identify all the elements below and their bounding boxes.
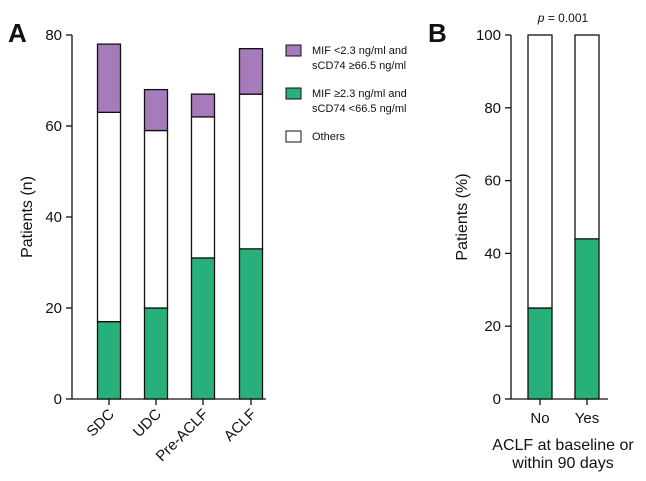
bar-segment-yes-others [574,34,600,240]
bar-segment-yes-mif-2-3-ng-ml-and-scd74-66-5-ng-ml [574,238,600,400]
x-tick-label: Yes [575,410,599,427]
y-tick-label: 100 [476,27,501,44]
bar-segment-aclf-mif-2-3-ng-ml-and-scd74-66-5-ng-ml [238,248,264,400]
x-axis-title: within 90 days [511,455,613,472]
p-value-annotation: p = 0.001 [537,11,589,25]
bar-segment-pre-aclf-mif-2-3-ng-ml-and-scd74-66-5-ng-ml [190,257,216,400]
legend-swatch-mif-2-3-ng-ml-and-scd74-66-5-ng-ml [285,87,302,100]
y-tick-label: 0 [493,391,501,408]
panel-a-letter: A [8,18,27,48]
y-tick-label: 0 [54,391,62,408]
panel-b-letter: B [428,18,447,48]
y-tick-label: 40 [45,209,62,226]
y-tick-label: 80 [484,100,501,117]
bar-segment-pre-aclf-mif-2-3-ng-ml-and-scd74-66-5-ng-ml [190,93,216,118]
y-axis-title: Patients (n) [19,176,36,258]
bar-segment-sdc-mif-2-3-ng-ml-and-scd74-66-5-ng-ml [96,320,122,400]
bar-segment-pre-aclf-others [190,116,216,259]
p-value-text: = 0.001 [544,11,588,25]
y-tick-label: 80 [45,27,62,44]
y-tick-label: 60 [484,173,501,190]
y-tick-label: 60 [45,118,62,135]
legend-label: Others [312,131,346,143]
x-tick-label: ACLF [221,406,260,445]
bar-segment-udc-mif-2-3-ng-ml-and-scd74-66-5-ng-ml [143,88,169,132]
y-tick-label: 20 [45,300,62,317]
y-axis-title: Patients (%) [454,173,471,260]
legend-swatch-mif-2-3-ng-ml-and-scd74-66-5-ng-ml [285,44,302,57]
x-tick-label: UDC [130,406,165,441]
legend-swatch-others [285,130,302,143]
bar-segment-sdc-others [96,111,122,323]
legend-label: sCD74 <66.5 ng/ml [312,103,406,115]
legend-label: MIF <2.3 ng/ml and [312,45,407,57]
y-tick-label: 20 [484,318,501,335]
bar-segment-aclf-mif-2-3-ng-ml-and-scd74-66-5-ng-ml [238,48,264,95]
legend-label: MIF ≥2.3 ng/ml and [312,88,407,100]
x-tick-label: No [530,410,549,427]
p-symbol: p [537,11,545,25]
legend-label: sCD74 ≥66.5 ng/ml [312,60,406,72]
x-axis-title: ACLF at baseline or [492,437,634,454]
x-tick-label: SDC [83,406,118,441]
bar-segment-udc-mif-2-3-ng-ml-and-scd74-66-5-ng-ml [143,307,169,400]
y-tick-label: 40 [484,245,501,262]
bar-segment-sdc-mif-2-3-ng-ml-and-scd74-66-5-ng-ml [96,43,122,113]
bar-segment-udc-others [143,129,169,309]
bar-segment-no-mif-2-3-ng-ml-and-scd74-66-5-ng-ml [527,307,553,400]
bar-segment-no-others [527,34,553,309]
bar-segment-aclf-others [238,93,264,250]
